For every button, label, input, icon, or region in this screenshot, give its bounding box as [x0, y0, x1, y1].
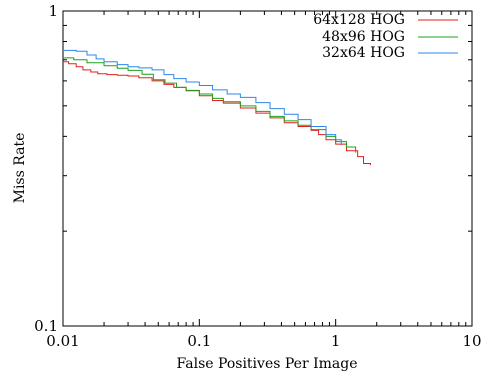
- legend-label: 48x96 HOG: [322, 29, 405, 45]
- legend-label: 64x128 HOG: [313, 12, 405, 28]
- legend-label: 32x64 HOG: [322, 45, 405, 61]
- y-axis-label: Miss Rate: [12, 133, 28, 204]
- tick-labels: 0.01 0.1 1 100.11: [34, 2, 481, 350]
- x-tick-label: 0.01: [46, 332, 79, 350]
- x-tick-label: 10: [462, 332, 481, 350]
- legend-entry: 48x96 HOG: [322, 29, 458, 45]
- x-tick-label: 1: [331, 332, 341, 350]
- y-tick-label: 1: [48, 2, 58, 20]
- series-layer: [63, 49, 371, 166]
- axis-ticks: [62, 10, 473, 327]
- legend-entry: 32x64 HOG: [322, 45, 458, 61]
- legend: 64x128 HOG 48x96 HOG 32x64 HOG: [313, 12, 458, 61]
- series-line: [63, 49, 342, 146]
- series-line: [63, 57, 357, 153]
- x-tick-label: 0.1: [187, 332, 211, 350]
- plot-area: [62, 10, 473, 327]
- legend-entry: 64x128 HOG: [313, 12, 458, 28]
- x-axis-label: False Positives Per Image: [176, 356, 357, 372]
- y-tick-label: 0.1: [34, 317, 58, 335]
